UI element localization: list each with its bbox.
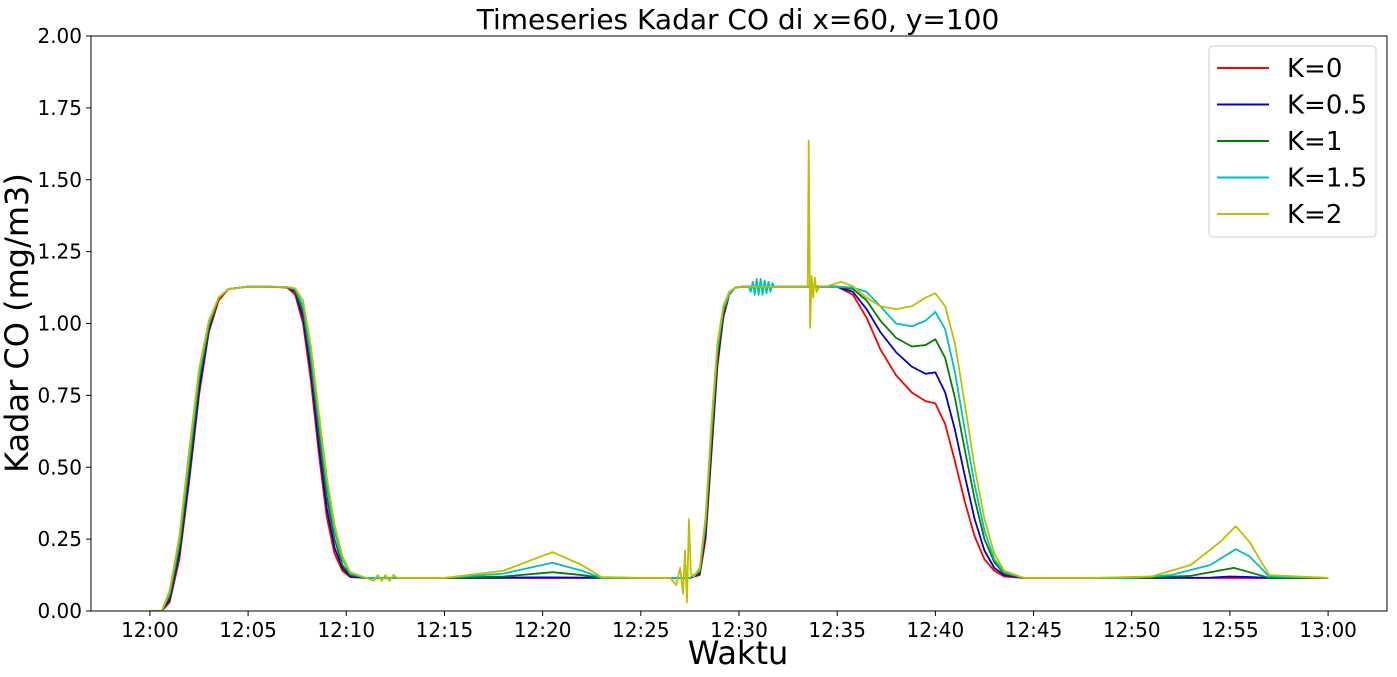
legend-label: K=0.5 xyxy=(1287,91,1367,121)
x-tick-label: 12:50 xyxy=(1103,618,1161,642)
series-line-1 xyxy=(149,285,1329,611)
x-tick-label: 12:30 xyxy=(710,618,768,642)
x-tick-label: 12:05 xyxy=(219,618,277,642)
series-line-4 xyxy=(149,140,1329,611)
chart-title: Timeseries Kadar CO di x=60, y=100 xyxy=(476,3,1000,36)
x-tick-label: 12:15 xyxy=(416,618,474,642)
series-line-0 xyxy=(149,285,1329,611)
y-axis: 0.00 0.25 0.50 0.75 1.00 1.25 1.50 1.75 2.00 xyxy=(37,24,91,623)
x-axis-label: Waktu xyxy=(688,634,789,672)
y-tick-label: 1.75 xyxy=(37,96,82,120)
x-tick-label: 12:55 xyxy=(1201,618,1259,642)
x-tick-label: 12:00 xyxy=(121,618,179,642)
x-tick-label: 12:20 xyxy=(514,618,572,642)
plot-area xyxy=(90,35,1388,612)
y-tick-label: 1.25 xyxy=(37,240,82,264)
y-tick-label: 0.50 xyxy=(37,455,82,479)
y-axis-label: Kadar CO (mg/m3) xyxy=(0,173,36,473)
x-axis: 12:00 12:05 12:10 12:15 12:20 12:25 12:30 12:35… xyxy=(121,611,1357,642)
x-tick-label: 12:10 xyxy=(317,618,375,642)
legend-label: K=0 xyxy=(1287,54,1342,84)
x-tick-label: 12:45 xyxy=(1005,618,1063,642)
series-group xyxy=(149,140,1329,611)
legend: K=0 K=0.5 K=1 K=1.5 K=2 xyxy=(1208,45,1377,238)
legend-box xyxy=(1208,45,1377,238)
y-tick-label: 1.50 xyxy=(37,168,82,192)
x-tick-label: 12:25 xyxy=(612,618,670,642)
y-tick-label: 2.00 xyxy=(37,24,82,48)
legend-label: K=1 xyxy=(1287,127,1342,157)
x-tick-label: 13:00 xyxy=(1299,618,1357,642)
series-line-3 xyxy=(149,278,1329,611)
legend-label: K=2 xyxy=(1287,200,1342,230)
y-tick-label: 0.75 xyxy=(37,383,82,407)
legend-label: K=1.5 xyxy=(1287,164,1367,194)
x-tick-label: 12:40 xyxy=(907,618,965,642)
y-tick-label: 0.00 xyxy=(37,599,82,623)
plot-frame xyxy=(90,35,1388,612)
series-line-2 xyxy=(149,285,1329,611)
y-tick-label: 1.00 xyxy=(37,312,82,336)
y-tick-label: 0.25 xyxy=(37,527,82,551)
x-tick-label: 12:35 xyxy=(808,618,866,642)
